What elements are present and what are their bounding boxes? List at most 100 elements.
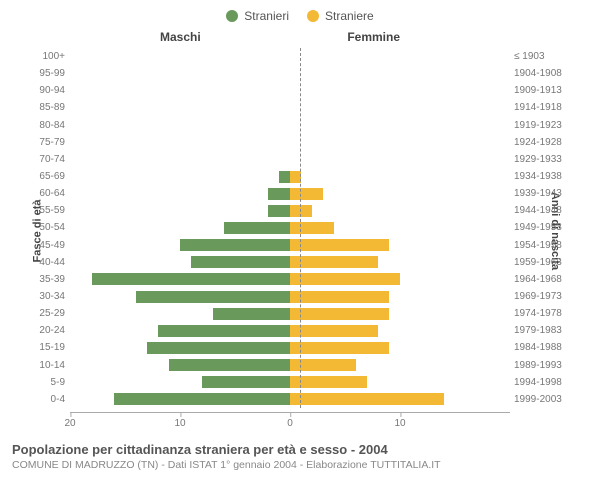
birth-year-label: 1964-1968 [514,274,576,285]
bar-female [290,273,400,285]
bar-male [180,239,290,251]
bar-pair [70,202,510,219]
bar-female [290,393,444,405]
legend-item-male: Stranieri [226,6,289,26]
bar-female [290,308,389,320]
birth-year-label: 1984-1988 [514,342,576,353]
bar-male [136,291,290,303]
pyramid-rows: 100+≤ 190395-991904-190890-941909-191385… [70,48,510,408]
age-label: 20-24 [25,325,65,336]
birth-year-label: 1994-1998 [514,377,576,388]
bar-pair [70,168,510,185]
birth-year-label: 1959-1963 [514,257,576,268]
age-label: 90-94 [25,85,65,96]
bar-female [290,205,312,217]
bar-pair [70,134,510,151]
birth-year-label: 1974-1978 [514,308,576,319]
bar-male [213,308,290,320]
birth-year-label: 1929-1933 [514,154,576,165]
birth-year-label: 1909-1913 [514,85,576,96]
bar-male [224,222,290,234]
pyramid-row: 65-691934-1938 [70,168,510,185]
bar-female [290,188,323,200]
bar-male [169,359,290,371]
pyramid-row: 15-191984-1988 [70,339,510,356]
age-label: 80-84 [25,120,65,131]
pyramid-row: 80-841919-1923 [70,117,510,134]
age-label: 40-44 [25,257,65,268]
plot-area: Maschi Femmine Fasce di età Anni di nasc… [0,26,600,436]
bar-female [290,222,334,234]
legend-label-male: Stranieri [244,9,289,23]
age-label: 70-74 [25,154,65,165]
pyramid-row: 95-991904-1908 [70,65,510,82]
age-label: 30-34 [25,291,65,302]
age-label: 15-19 [25,342,65,353]
x-axis: 2010010 [70,412,510,436]
birth-year-label: 1949-1953 [514,222,576,233]
bar-female [290,325,378,337]
birth-year-label: 1989-1993 [514,360,576,371]
age-label: 5-9 [25,377,65,388]
pyramid-row: 60-641939-1943 [70,185,510,202]
legend-swatch-female [307,10,319,22]
pyramid-row: 40-441959-1963 [70,254,510,271]
pyramid-row: 50-541949-1953 [70,219,510,236]
chart-footer: Popolazione per cittadinanza straniera p… [0,436,600,471]
bar-pair [70,374,510,391]
population-pyramid-chart: Stranieri Straniere Maschi Femmine Fasce… [0,0,600,500]
bar-pair [70,219,510,236]
bar-pair [70,237,510,254]
pyramid-row: 0-41999-2003 [70,391,510,408]
birth-year-label: 1944-1948 [514,205,576,216]
birth-year-label: 1914-1918 [514,102,576,113]
bar-pair [70,99,510,116]
pyramid-row: 10-141989-1993 [70,357,510,374]
birth-year-label: 1999-2003 [514,394,576,405]
age-label: 35-39 [25,274,65,285]
chart-subtitle: COMUNE DI MADRUZZO (TN) - Dati ISTAT 1° … [12,459,588,471]
pyramid-row: 35-391964-1968 [70,271,510,288]
birth-year-label: 1969-1973 [514,291,576,302]
bar-pair [70,339,510,356]
bar-male [147,342,290,354]
age-label: 50-54 [25,222,65,233]
birth-year-label: 1979-1983 [514,325,576,336]
column-header-left: Maschi [160,30,201,44]
pyramid-row: 55-591944-1948 [70,202,510,219]
age-label: 85-89 [25,102,65,113]
bar-male [279,171,290,183]
pyramid-row: 70-741929-1933 [70,151,510,168]
age-label: 55-59 [25,205,65,216]
bar-female [290,376,367,388]
x-tick: 10 [174,412,185,429]
bar-female [290,256,378,268]
chart-title: Popolazione per cittadinanza straniera p… [12,442,588,457]
birth-year-label: 1939-1943 [514,188,576,199]
age-label: 75-79 [25,137,65,148]
age-label: 65-69 [25,171,65,182]
age-label: 60-64 [25,188,65,199]
center-divider [300,48,301,408]
column-header-right: Femmine [347,30,400,44]
pyramid-row: 90-941909-1913 [70,82,510,99]
bar-female [290,239,389,251]
bar-pair [70,117,510,134]
legend-item-female: Straniere [307,6,374,26]
x-tick: 10 [394,412,405,429]
pyramid-row: 20-241979-1983 [70,322,510,339]
age-label: 45-49 [25,240,65,251]
age-label: 10-14 [25,360,65,371]
bar-male [202,376,290,388]
legend-swatch-male [226,10,238,22]
bar-male [114,393,290,405]
bar-pair [70,357,510,374]
age-label: 25-29 [25,308,65,319]
pyramid-row: 5-91994-1998 [70,374,510,391]
pyramid-row: 75-791924-1928 [70,134,510,151]
pyramid-row: 25-291974-1978 [70,305,510,322]
birth-year-label: 1934-1938 [514,171,576,182]
birth-year-label: 1924-1928 [514,137,576,148]
birth-year-label: ≤ 1903 [514,51,576,62]
bar-male [92,273,290,285]
